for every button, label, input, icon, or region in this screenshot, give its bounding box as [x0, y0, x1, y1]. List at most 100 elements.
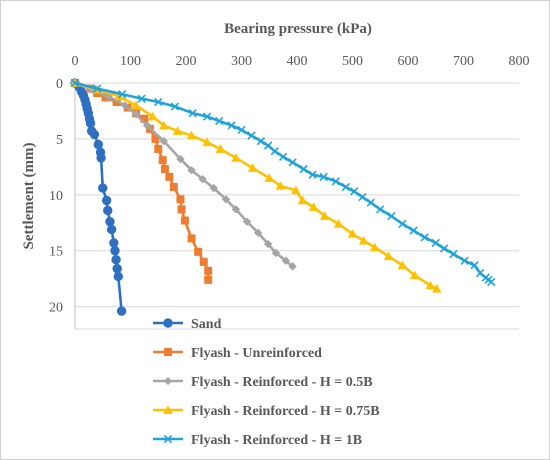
- series-3-point-17: [281, 256, 291, 265]
- x-tick-label-600: 600: [398, 54, 419, 69]
- series-5: [70, 78, 496, 287]
- x-tick-label-200: 200: [176, 54, 197, 69]
- y-tick-label-5: 5: [56, 133, 63, 148]
- series-4-point-10: [231, 153, 241, 162]
- x-tick-label-400: 400: [287, 54, 308, 69]
- y-tick-label-20: 20: [49, 301, 63, 316]
- series-3-point-9: [198, 174, 207, 184]
- series-4-point-9: [215, 144, 226, 153]
- series-5-point-6: [188, 109, 197, 118]
- series-3-point-11: [221, 195, 231, 204]
- series-2-point-20: [199, 257, 208, 266]
- legend-swatch-marker-5: [163, 434, 173, 444]
- series-5-point-28: [409, 226, 418, 235]
- legend-item-2: Flyash - Unreinforced: [153, 346, 322, 361]
- legend-label-4: Flyash - Reinforced - H = 0.75B: [191, 404, 380, 419]
- series-2-point-19: [194, 247, 203, 256]
- series-3-point-12: [231, 205, 241, 214]
- series-3-point-8: [187, 166, 196, 175]
- series-2-point-11: [158, 156, 167, 165]
- series-2-point-14: [169, 182, 178, 191]
- series-2-point-17: [180, 216, 189, 225]
- series-4-point-26: [432, 283, 442, 293]
- series-5-point-11: [247, 131, 256, 140]
- series-3-point-4: [131, 110, 141, 119]
- legend-item-3: Flyash - Reinforced - H = 0.5B: [153, 375, 373, 390]
- series-5-point-4: [154, 97, 163, 107]
- series-5-point-23: [358, 192, 367, 202]
- series-2-point-18: [187, 234, 196, 243]
- series-5-point-21: [341, 182, 351, 192]
- legend: Sand Flyash - Unreinforced Flyash - Reinfo…: [153, 317, 380, 448]
- series-5-point-10: [237, 125, 246, 135]
- series-1-point-17: [103, 205, 113, 216]
- series-4-point-22: [383, 251, 394, 261]
- y-tick-label-15: 15: [49, 245, 63, 260]
- series-4-point-5: [159, 120, 169, 130]
- series-2-point-10: [154, 144, 163, 153]
- series-3-point-6: [159, 136, 168, 146]
- series-1: [70, 78, 127, 316]
- x-tick-label-300: 300: [231, 54, 252, 69]
- legend-item-5: Flyash - Reinforced - H = 1B: [153, 433, 362, 448]
- series-5-point-20: [331, 177, 341, 186]
- legend-label-1: Sand: [191, 317, 222, 332]
- series-1-point-20: [109, 238, 119, 248]
- series-5-point-14: [270, 147, 279, 156]
- series-4-point-17: [319, 211, 330, 220]
- series-5-point-25: [376, 205, 385, 214]
- legend-swatch-marker-4: [163, 405, 173, 414]
- series-4-point-13: [275, 181, 286, 190]
- series-2-point-22: [204, 275, 213, 284]
- series-5-point-8: [215, 116, 224, 126]
- series-1-point-11: [89, 129, 100, 140]
- series-5-point-1: [93, 84, 102, 93]
- series-1-point-12: [93, 139, 104, 150]
- series-2-point-21: [204, 266, 213, 275]
- series-5-point-38: [487, 277, 496, 287]
- y-tick-label-10: 10: [49, 189, 63, 204]
- series-5-point-33: [460, 256, 469, 265]
- series-4-point-8: [202, 137, 212, 147]
- series-5-point-22: [349, 187, 359, 196]
- x-tick-label-0: 0: [72, 54, 79, 69]
- series-3-point-16: [271, 248, 281, 258]
- series-3-point-5: [142, 121, 152, 130]
- series-2-point-16: [177, 205, 186, 214]
- legend-item-1: Sand: [153, 317, 222, 332]
- legend-label-3: Flyash - Reinforced - H = 0.5B: [191, 375, 373, 390]
- series-4-point-12: [264, 173, 275, 182]
- series-5-point-32: [449, 249, 458, 259]
- x-tick-label-500: 500: [342, 54, 363, 69]
- series-5-point-26: [387, 211, 396, 221]
- series-4-line: [74, 81, 438, 290]
- series-4-point-23: [397, 260, 408, 270]
- legend-swatch-marker-2: [164, 348, 172, 356]
- legend-label-5: Flyash - Reinforced - H = 1B: [191, 433, 362, 448]
- series-5-point-2: [118, 90, 127, 99]
- series-5-point-19: [319, 172, 328, 182]
- series-5-point-27: [398, 219, 407, 229]
- series-3-point-13: [242, 217, 252, 226]
- series-4-point-14: [291, 185, 301, 195]
- series-5-point-17: [299, 164, 308, 174]
- series-3-point-15: [263, 239, 273, 249]
- series-1-point-9: [85, 118, 96, 128]
- y-tick-label-0: 0: [56, 77, 63, 92]
- series-4-point-24: [409, 270, 420, 280]
- series-5-point-7: [202, 112, 212, 121]
- series-2-point-9: [151, 134, 160, 143]
- series-1-point-24: [113, 271, 123, 282]
- series-4-point-4: [147, 111, 158, 121]
- legend-label-2: Flyash - Unreinforced: [191, 346, 322, 361]
- series-4-point-21: [369, 242, 380, 252]
- series-5-point-5: [170, 102, 180, 111]
- series-5-point-13: [263, 141, 273, 150]
- series-2-point-7: [140, 114, 149, 123]
- series-4-point-15: [297, 195, 308, 205]
- series-5-point-30: [431, 238, 440, 248]
- series-5-point-24: [366, 198, 375, 207]
- series-3-point-7: [176, 154, 185, 164]
- series-1-point-21: [110, 246, 120, 256]
